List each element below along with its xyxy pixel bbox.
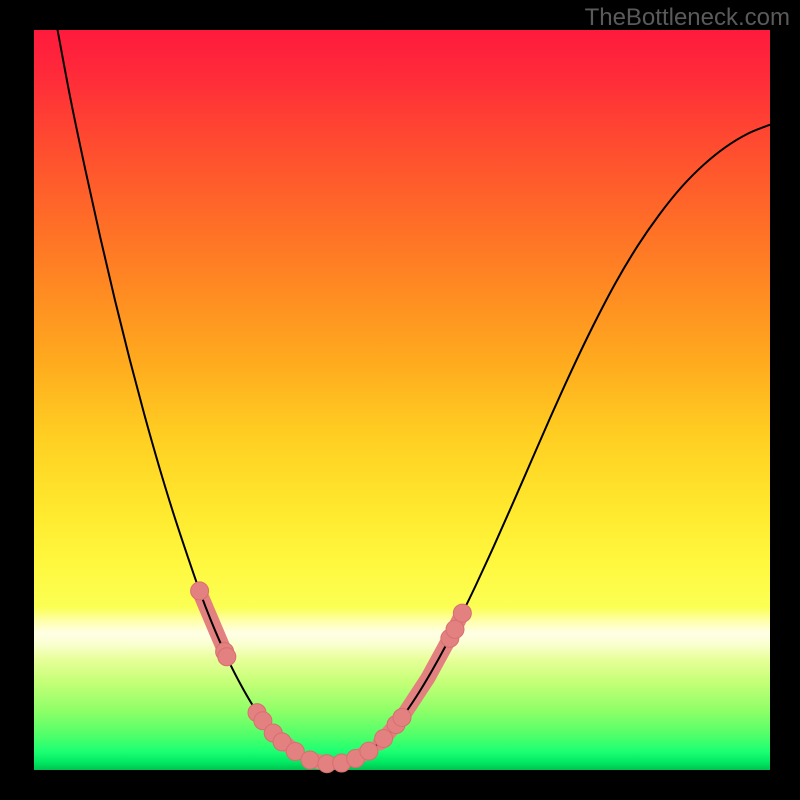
overlay-segments-group [200,594,463,764]
plot-area [34,30,770,770]
bottleneck-curve [58,30,770,764]
overlay-bead [360,742,378,760]
curve-svg [34,30,770,770]
overlay-bead [191,582,209,600]
overlay-bead [453,604,471,622]
overlay-bead [393,708,411,726]
overlay-bead [218,648,236,666]
overlay-bead [375,730,393,748]
overlay-bead [446,620,464,638]
watermark-text: TheBottleneck.com [585,4,790,32]
stage: TheBottleneck.com [0,0,800,800]
overlay-bead [301,751,319,769]
